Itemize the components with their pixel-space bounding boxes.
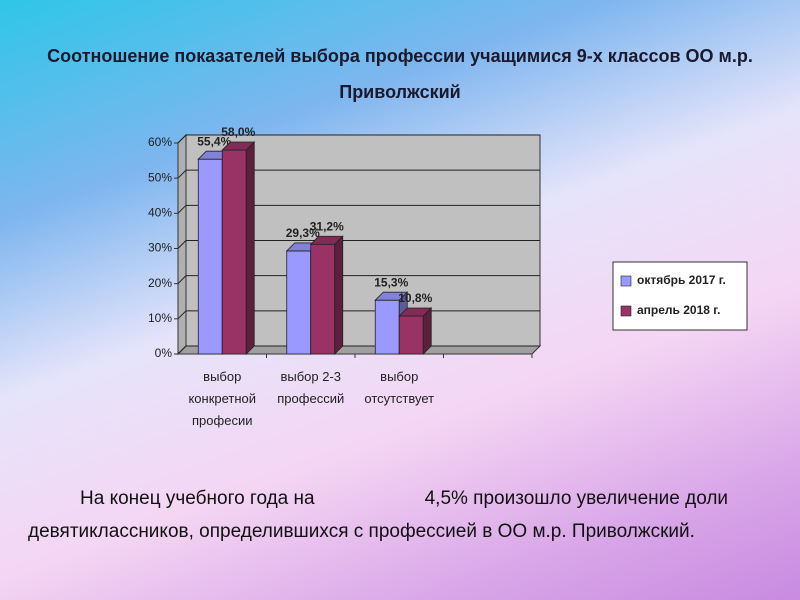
chart-title: Соотношение показателей выбора профессии… <box>47 46 753 102</box>
value-label: 58,0% <box>221 125 255 139</box>
y-tick-label: 50% <box>148 170 172 184</box>
y-tick-label: 60% <box>148 135 172 149</box>
annotation: На конец учебного года на 4,5% произошло … <box>28 482 778 548</box>
value-label: 15,3% <box>374 275 408 289</box>
x-tick-label: выбор 2-3 профессий <box>277 369 345 406</box>
bar <box>221 141 256 355</box>
x-tick-label: выбор отсутствует <box>364 369 435 406</box>
y-tick-label: 0% <box>155 346 173 360</box>
bar-front <box>286 250 312 355</box>
bar-front <box>221 149 247 355</box>
bar <box>398 307 433 355</box>
value-label: 55,4% <box>197 134 231 148</box>
x-tick-label: выбор конкретной професии <box>188 369 257 428</box>
legend-swatch <box>620 305 632 317</box>
legend-box <box>612 261 748 331</box>
bar-side <box>245 141 255 355</box>
y-tick-label: 30% <box>148 241 172 255</box>
bar-front <box>310 243 336 355</box>
grid-line <box>177 169 540 179</box>
value-label: 29,3% <box>286 226 320 240</box>
legend-swatch <box>620 275 632 287</box>
bar-front <box>398 315 424 355</box>
bar-front <box>197 158 223 355</box>
grid-line <box>177 134 540 144</box>
value-label: 10,8% <box>398 291 432 305</box>
grid-line <box>177 275 540 285</box>
y-tick-label: 20% <box>148 276 172 290</box>
bar-side <box>334 235 344 355</box>
legend-label: апрель 2018 г. <box>637 303 720 317</box>
y-tick-label: 40% <box>148 206 172 220</box>
bar-front <box>374 299 400 355</box>
annotation-text: 4,5% произошло увеличение доли девятикла… <box>28 488 729 542</box>
legend-label: октябрь 2017 г. <box>637 273 726 287</box>
grid-line <box>177 204 540 214</box>
annotation-text: На конец учебного года на <box>80 488 315 509</box>
bar <box>309 235 344 355</box>
grid-line <box>177 240 540 249</box>
bar-side <box>422 307 432 355</box>
value-label: 31,2% <box>310 219 344 233</box>
y-tick-label: 10% <box>148 311 172 325</box>
